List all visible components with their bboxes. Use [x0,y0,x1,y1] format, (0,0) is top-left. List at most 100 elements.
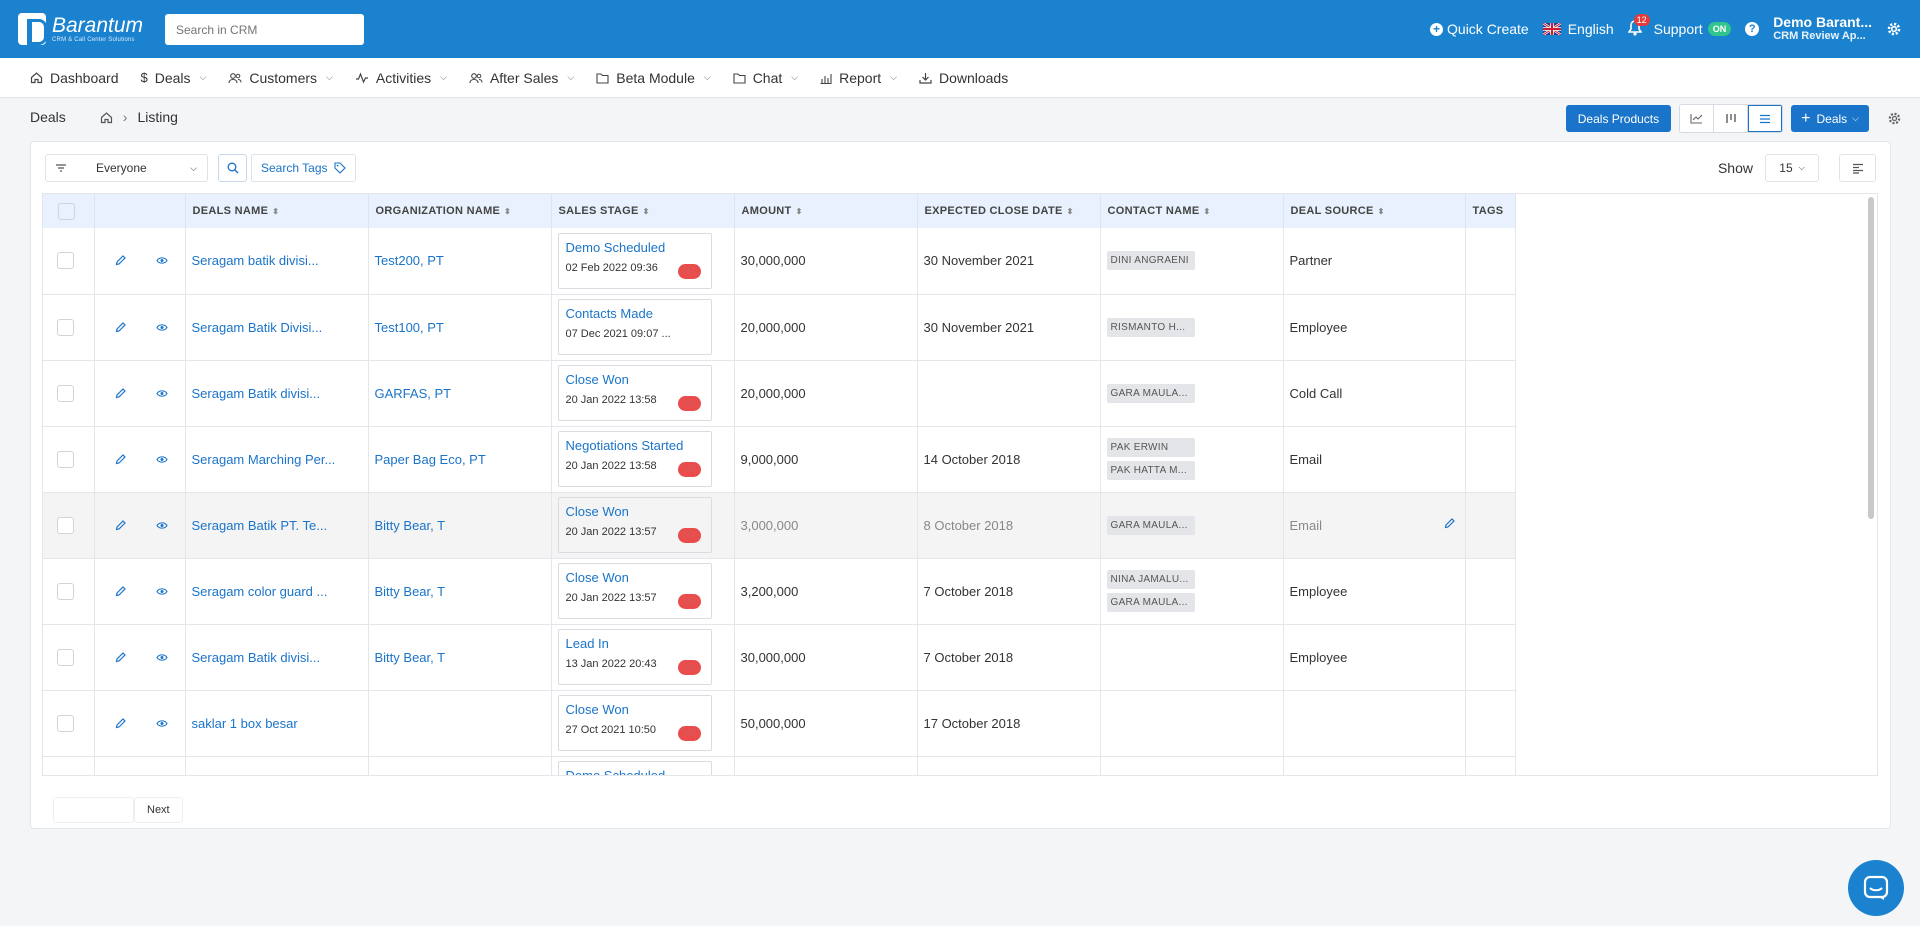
pencil-icon[interactable] [115,255,126,266]
pencil-icon[interactable] [115,453,126,465]
deal-name-link[interactable]: Seragam color guard ... [191,583,328,599]
nav-item-activities[interactable]: Activities ⌵ [355,70,447,86]
column-settings-button[interactable] [1839,154,1876,182]
crm-search-input[interactable] [165,14,364,45]
eye-icon[interactable] [155,323,168,332]
vertical-scrollbar[interactable] [1868,197,1874,519]
sales-stage-box[interactable]: Demo Scheduled 02 Feb 2022 09:36 6M [557,232,712,289]
deals-products-button[interactable]: Deals Products [1565,105,1672,132]
pencil-icon[interactable] [115,321,126,333]
pencil-icon[interactable] [115,717,126,729]
table-row[interactable]: Seragam batik divisi... Test200, PT Demo S… [43,228,1516,295]
language-selector[interactable]: English [1542,21,1614,37]
row-checkbox[interactable] [57,648,74,666]
pencil-icon[interactable] [115,651,126,663]
table-row[interactable]: Seragam Batik divisi... GARFAS, PT Close W… [43,360,1516,427]
nav-item-downloads[interactable]: Downloads [919,70,1008,86]
gear-icon[interactable] [1886,21,1902,37]
search-tags-button[interactable]: Search Tags [251,154,356,182]
deal-name-link[interactable]: Seragam Batik Divisi... [191,319,323,335]
quick-create-button[interactable]: + Quick Create [1430,21,1529,37]
sales-stage-box[interactable]: Close Won 20 Jan 2022 13:57 6M [557,497,712,553]
next-page-button[interactable]: Next [134,797,183,823]
user-menu[interactable]: Demo Barant... CRM Review Ap... [1773,15,1872,43]
notifications-button[interactable]: 12 [1627,14,1650,38]
gear-icon[interactable] [1887,111,1902,126]
sales-stage-box[interactable]: Negotiations Started 20 Jan 2022 13:58 6M [557,431,712,487]
column-header-expected-close-date[interactable]: EXPECTED CLOSE DATE ⬍ [917,194,1101,228]
contact-tag[interactable]: RISMANTO H... [1106,317,1195,337]
deal-name-link[interactable]: Seragam Batik PT. Te... [191,517,328,533]
contact-tag[interactable]: PAK HATTA M... [1106,461,1195,480]
deal-name-link[interactable]: Seragam Batik divisi... [191,385,321,401]
sales-stage-box[interactable]: Close Won 20 Jan 2022 13:57 6M [557,563,712,619]
page-size-select[interactable]: 15 ⌵ [1765,154,1819,182]
list-view-button[interactable] [1748,105,1783,132]
contact-tag[interactable]: NINA JAMALU... [1106,570,1195,589]
row-checkbox[interactable] [57,384,74,402]
nav-item-report[interactable]: Report ⌵ [820,70,897,86]
table-row[interactable]: Seragam Marching Per... Paper Bag Eco, PT… [43,426,1516,493]
eye-icon[interactable] [155,389,168,398]
eye-icon[interactable] [155,587,168,596]
organization-link[interactable]: Test100, PT [374,319,444,335]
eye-icon[interactable] [155,653,168,662]
sales-stage-box[interactable]: Contacts Made 07 Dec 2021 09:07 ... [557,299,712,355]
pencil-icon[interactable] [115,585,126,597]
row-checkbox[interactable] [57,318,74,336]
home-icon[interactable] [100,111,113,124]
eye-icon[interactable] [155,256,168,265]
column-header-sales-stage[interactable]: SALES STAGE ⬍ [551,194,735,228]
owner-filter-select[interactable]: Everyone ⌵ [45,154,208,182]
table-row[interactable]: Seragam color guard ... Bitty Bear, T Clos… [43,558,1516,625]
table-row[interactable]: saklar 1 box besar Close Won 27 Oct 2021 1… [43,690,1516,757]
organization-link[interactable]: Test200, PT [374,253,444,269]
row-checkbox[interactable] [57,714,74,732]
column-header-contact-name[interactable]: CONTACT NAME ⬍ [1100,194,1284,228]
pencil-icon[interactable] [115,387,126,399]
deal-name-link[interactable]: Seragam batik divisi... [191,253,319,269]
organization-link[interactable]: Bitty Bear, T [374,517,446,533]
organization-link[interactable]: Bitty Bear, T [374,583,446,599]
column-header-amount[interactable]: AMOUNT ⬍ [734,194,918,228]
live-chat-button[interactable] [1848,860,1904,916]
nav-item-after-sales[interactable]: After Sales ⌵ [469,70,574,86]
sales-stage-box[interactable]: Lead In 13 Jan 2022 20:43 6M [557,629,712,685]
eye-icon[interactable] [155,719,168,728]
sales-stage-box[interactable]: Close Won 20 Jan 2022 13:58 6M [557,365,712,421]
help-button[interactable]: ? [1745,22,1760,36]
pencil-icon[interactable] [115,519,126,531]
column-header-deals-name[interactable]: DEALS NAME ⬍ [185,194,369,228]
organization-link[interactable]: GARFAS, PT [374,385,452,401]
table-row[interactable]: Demo Scheduled [43,756,1516,775]
chart-view-button[interactable] [1680,105,1715,132]
kanban-view-button[interactable] [1714,105,1749,132]
organization-link[interactable]: Paper Bag Eco, PT [374,451,486,467]
row-checkbox[interactable] [57,516,74,534]
contact-tag[interactable]: GARA MAULA... [1106,515,1195,535]
contact-tag[interactable]: GARA MAULA... [1106,593,1195,612]
sales-stage-box[interactable]: Close Won 27 Oct 2021 10:50 9M [557,695,712,751]
support-toggle[interactable]: Support ON [1654,21,1732,37]
contact-tag[interactable]: PAK ERWIN [1106,438,1195,457]
sales-stage-box[interactable]: Demo Scheduled [557,761,712,775]
eye-icon[interactable] [155,521,168,530]
column-header-deal-source[interactable]: DEAL SOURCE ⬍ [1283,194,1466,228]
brand-logo[interactable]: Barantum CRM & Call Center Solutions [18,13,143,45]
nav-item-deals[interactable]: $ Deals ⌵ [141,70,207,86]
row-checkbox[interactable] [57,582,74,600]
nav-item-customers[interactable]: Customers ⌵ [228,70,333,86]
deal-name-link[interactable]: saklar 1 box besar [191,715,298,731]
column-header-organization-name[interactable]: ORGANIZATION NAME ⬍ [368,194,552,228]
pencil-icon[interactable] [1444,517,1455,532]
table-row[interactable]: Seragam Batik PT. Te... Bitty Bear, T Clos… [43,492,1516,559]
deal-name-link[interactable]: Seragam Batik divisi... [191,649,321,665]
row-checkbox[interactable] [57,450,74,468]
contact-tag[interactable]: DINI ANGRAENI [1106,251,1195,271]
nav-item-dashboard[interactable]: Dashboard [30,70,119,86]
nav-item-beta-module[interactable]: Beta Module ⌵ [596,70,711,86]
deal-name-link[interactable]: Seragam Marching Per... [191,451,336,467]
table-row[interactable]: Seragam Batik Divisi... Test100, PT Contac… [43,294,1516,361]
add-deals-button[interactable]: + Deals ⌵ [1791,105,1869,132]
contact-tag[interactable]: GARA MAULA... [1106,383,1195,403]
